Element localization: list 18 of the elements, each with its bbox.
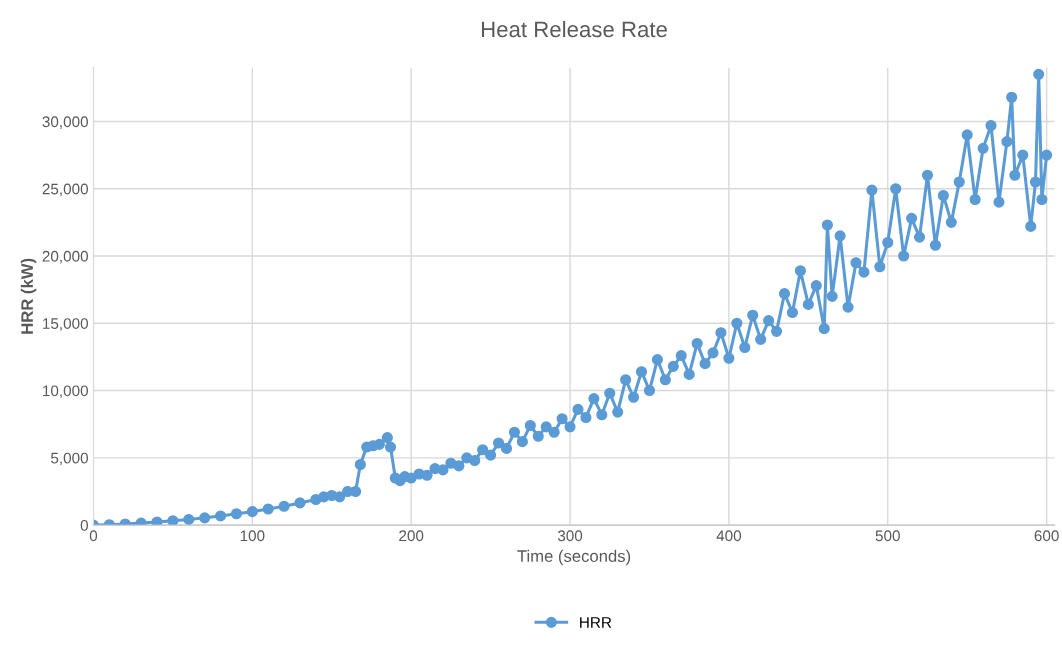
legend-label: HRR <box>580 617 612 628</box>
x-tick-label: 200 <box>399 530 424 542</box>
x-tick-label: 100 <box>240 530 265 542</box>
y-tick-label: 0 <box>80 519 88 531</box>
x-tick-label: 300 <box>557 530 583 542</box>
y-tick-label: 10,000 <box>43 385 88 399</box>
y-tick-label: 5,000 <box>50 452 88 466</box>
x-tick-label: 600 <box>1034 530 1059 542</box>
y-tick-label: 25,000 <box>42 183 88 197</box>
y-axis-title: HRR (kW) <box>20 258 37 334</box>
x-tick-label: 0 <box>89 530 98 542</box>
y-tick-label: 30,000 <box>42 116 88 129</box>
x-tick-label: 400 <box>716 530 742 542</box>
y-tick-label: 15,000 <box>43 318 88 331</box>
x-axis-title: Time (seconds) <box>517 549 631 566</box>
chart-title: Heat Release Rate <box>481 20 667 38</box>
x-tick-label: 500 <box>875 530 900 542</box>
y-tick-label: 20,000 <box>42 250 88 264</box>
